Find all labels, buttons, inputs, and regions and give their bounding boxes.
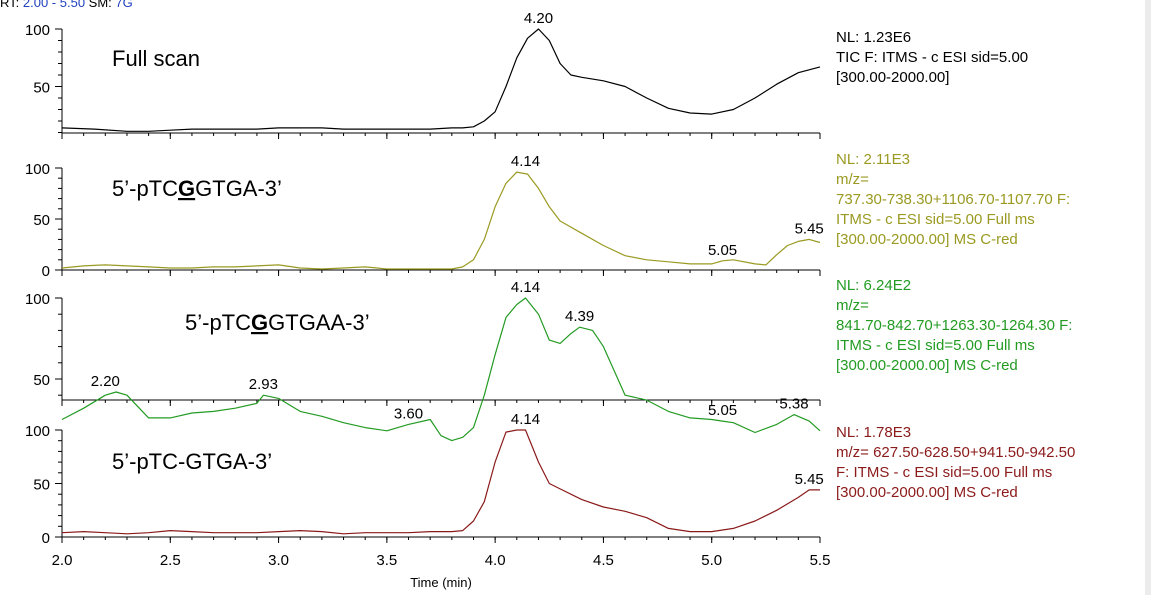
- panel-full-scan-info: NL: 1.23E6 TIC F: ITMS - c ESI sid=5.00 [3…: [836, 28, 1028, 88]
- panel-full-scan-info-line: NL: 1.23E6: [836, 29, 912, 46]
- sm-value: 7G: [115, 0, 133, 10]
- panel-ptcggtgaa-info-line: ITMS - c ESI sid=5.00 Full ms: [836, 337, 1035, 354]
- panel-ptcggtgaa-info-line: 841.70-842.70+1263.30-1264.30 F:: [836, 317, 1073, 334]
- panel-full-scan-y-tick-label: 50: [33, 80, 50, 97]
- panel-ptcggtgaa-info-line: m/z=: [836, 297, 869, 314]
- panel-full-scan-trace: [61, 28, 821, 132]
- panel-ptcggtgaa-y-tick-label: 100: [25, 291, 50, 308]
- panel-full-scan: 50 100 4.20 Full scan: [25, 10, 821, 139]
- panel-ptc-gtga-y-tick-label: 100: [25, 423, 50, 440]
- panel-ptc-gtga-trace: [61, 429, 820, 535]
- panel-ptcggtga-peak-label: 5.05: [708, 242, 737, 259]
- panel-ptcggtgaa-title: 5’-pTCGGTGAA-3’: [185, 310, 370, 335]
- panel-ptcggtgaa-y-tick-label: 50: [33, 372, 50, 389]
- panel-ptcggtgaa-trace: [61, 297, 821, 442]
- panel-ptcggtgaa: 50 100 2.20 2.93 3.60 4.14 4.39 5.05 5.38 5’-pTCG…: [25, 279, 821, 442]
- rt-sm-header: RT: 2.00 - 5.50 SM: 7G: [0, 0, 133, 10]
- panel-ptcggtga-peak-label: 5.45: [795, 220, 824, 237]
- panel-ptcggtga-peak-label: 4.14: [511, 153, 540, 170]
- panel-ptcggtga-info-line: 737.30-738.30+1106.70-1107.70 F:: [836, 191, 1071, 208]
- x-tick-label: 5.0: [701, 552, 722, 569]
- panel-ptc-gtga-y-tick-label: 0: [42, 530, 50, 547]
- panel-ptc-gtga-info-line: [300.00-2000.00] MS C-red: [836, 484, 1018, 501]
- panel-ptcggtga-info-line: m/z=: [836, 171, 869, 188]
- panel-ptcggtgaa-info-line: [300.00-2000.00] MS C-red: [836, 357, 1018, 374]
- panel-ptc-gtga-title: 5’-pTC-GTGA-3’: [112, 449, 272, 474]
- panel-ptcggtga-info: NL: 2.11E3 m/z= 737.30-738.30+1106.70-1107…: [836, 150, 1070, 250]
- panel-ptc-gtga-peak-label: 5.45: [795, 471, 824, 488]
- panel-ptcggtgaa-peak-label: 2.20: [91, 373, 120, 390]
- x-tick-label: 2.0: [52, 552, 73, 569]
- panel-full-scan-y-tick-label: 100: [25, 22, 50, 39]
- panel-ptcggtga-info-line: NL: 2.11E3: [836, 151, 910, 168]
- panel-ptc-gtga-info-line: m/z= 627.50-628.50+941.50-942.50: [836, 444, 1076, 461]
- rt-range: 2.00 - 5.50: [22, 0, 86, 10]
- sm-label: SM:: [88, 0, 112, 10]
- panel-full-scan-peak-label: 4.20: [524, 10, 553, 27]
- panel-ptc-gtga-info-line: NL: 1.78E3: [836, 424, 912, 441]
- x-tick-label: 3.0: [268, 552, 289, 569]
- panel-full-scan-info-line: [300.00-2000.00]: [836, 69, 950, 86]
- x-tick-label: 4.5: [593, 552, 614, 569]
- panel-ptc-gtga-info-line: F: ITMS - c ESI sid=5.00 Full ms: [836, 464, 1053, 481]
- x-axis-label: Time (min): [410, 575, 472, 590]
- panel-ptcggtga-title: 5’-pTCGGTGA-3’: [112, 176, 282, 201]
- x-tick-label: 5.5: [810, 552, 831, 569]
- panel-ptcggtgaa-info: NL: 6.24E2 m/z= 841.70-842.70+1263.30-1264…: [836, 276, 1072, 376]
- panel-ptcggtgaa-info-line: NL: 6.24E2: [836, 277, 912, 294]
- panel-ptcggtga-info-line: ITMS - c ESI sid=5.00 Full ms: [836, 211, 1035, 228]
- x-tick-label: 4.0: [485, 552, 506, 569]
- panel-ptc-gtga-info: NL: 1.78E3 m/z= 627.50-628.50+941.50-942.…: [836, 423, 1075, 503]
- panel-ptc-gtga-y-tick-label: 50: [33, 477, 50, 494]
- panel-ptcggtga-info-line: [300.00-2000.00] MS C-red: [836, 231, 1018, 248]
- panel-ptc-gtga-peak-label: 4.14: [511, 411, 540, 428]
- panel-full-scan-title: Full scan: [112, 46, 200, 71]
- panel-ptcggtgaa-peak-label: 5.05: [708, 402, 737, 419]
- panel-full-scan-info-line: TIC F: ITMS - c ESI sid=5.00: [836, 49, 1029, 66]
- panel-ptcggtgaa-peak-label: 2.93: [249, 376, 278, 393]
- panel-ptcggtga-y-tick-label: 50: [33, 212, 50, 229]
- panel-ptcggtgaa-peak-label: 3.60: [394, 405, 423, 422]
- panel-ptcggtga-y-tick-label: 100: [25, 161, 50, 178]
- x-tick-label: 3.5: [376, 552, 397, 569]
- panel-ptcggtgaa-peak-label: 5.38: [779, 396, 808, 413]
- panel-ptc-gtga: 0 50 100 4.14 5.45 5’-pTC-GTGA-3’: [25, 411, 824, 547]
- rt-label: RT:: [0, 0, 20, 10]
- panel-ptcggtga-y-tick-label: 0: [42, 263, 50, 280]
- scrollbar-edge: [1145, 0, 1151, 595]
- panel-ptcggtga: 0 50 100 4.14 5.05 5.45 5’-pTCGGTGA-3’: [25, 153, 824, 280]
- x-tick-label: 2.5: [160, 552, 181, 569]
- panel-ptcggtga-trace: [61, 171, 821, 270]
- panel-ptcggtgaa-peak-label: 4.14: [511, 279, 540, 296]
- panel-ptcggtgaa-peak-label: 4.39: [565, 308, 594, 325]
